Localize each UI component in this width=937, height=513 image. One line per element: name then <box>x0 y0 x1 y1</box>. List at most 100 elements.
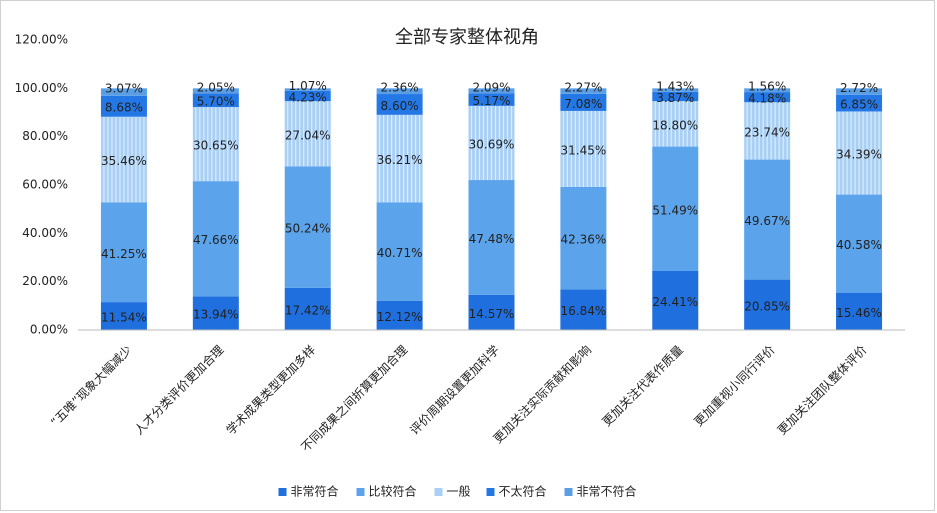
bar-segment <box>100 88 147 96</box>
bar-segment <box>192 88 239 94</box>
bar-segment <box>100 302 147 330</box>
bar-segment <box>652 271 699 330</box>
y-tick-label: 80.00% <box>22 129 68 143</box>
data-label: 2.72% <box>840 81 878 95</box>
bar-segment <box>560 289 607 330</box>
bar-segment <box>836 88 883 95</box>
data-label: 15.46% <box>836 306 882 320</box>
bar-segment <box>100 202 147 303</box>
bar-segment <box>560 186 607 290</box>
data-label: 13.94% <box>193 308 239 322</box>
y-tick-label: 20.00% <box>22 274 68 288</box>
data-label: 5.17% <box>472 94 510 108</box>
data-label: 41.25% <box>101 247 147 261</box>
data-label: 23.74% <box>744 125 790 139</box>
legend-swatch <box>486 488 495 496</box>
bar-segment <box>468 88 515 94</box>
data-label: 1.43% <box>656 80 694 94</box>
y-tick-label: 0.00% <box>30 323 68 337</box>
data-label: 42.36% <box>561 233 607 247</box>
bar-segment <box>468 180 515 295</box>
bar-segment <box>652 91 699 102</box>
bar-segment <box>744 279 791 330</box>
y-tick-label: 100.00% <box>15 81 68 95</box>
data-label: 4.23% <box>289 91 327 105</box>
legend-label: 非常符合 <box>291 484 339 499</box>
bar-segment <box>744 88 791 93</box>
data-label: 40.71% <box>377 246 423 260</box>
data-label: 2.27% <box>564 81 602 95</box>
bar-segment <box>836 194 883 293</box>
data-label: 49.67% <box>744 214 790 228</box>
bar-segment <box>192 296 239 330</box>
bar-segment <box>376 300 423 330</box>
legend-label: 一般 <box>447 484 471 499</box>
bar-segment <box>468 93 515 106</box>
legend-swatch <box>434 488 443 496</box>
bar-segment <box>284 287 331 330</box>
y-tick-label: 120.00% <box>15 33 68 47</box>
data-label: 2.09% <box>472 80 510 94</box>
data-label: 12.12% <box>377 310 423 324</box>
data-label: 1.56% <box>748 80 786 94</box>
data-label: 5.70% <box>197 95 235 109</box>
bar-segment <box>284 88 331 91</box>
data-label: 4.18% <box>748 92 786 106</box>
data-label: 20.85% <box>744 299 790 313</box>
data-label: 1.07% <box>289 79 327 93</box>
bar-segment <box>376 88 423 95</box>
bar-segment <box>744 92 791 103</box>
bar-segment <box>652 146 699 272</box>
bar-segment <box>652 88 699 92</box>
data-label: 34.39% <box>836 148 882 162</box>
data-label: 14.57% <box>469 307 515 321</box>
legend-label: 比较符合 <box>369 484 417 499</box>
chart-title: 全部专家整体视角 <box>395 27 539 48</box>
bar-segment <box>468 294 515 330</box>
bar-segment <box>560 88 607 94</box>
bar-segment <box>100 95 147 117</box>
data-label: 17.42% <box>285 303 331 317</box>
bar-segment <box>744 159 791 280</box>
bar-segment <box>836 292 883 330</box>
data-label: 2.36% <box>381 81 419 95</box>
bar-segment <box>560 93 607 111</box>
data-label: 11.54% <box>101 311 147 325</box>
data-label: 36.21% <box>377 153 423 167</box>
data-label: 7.08% <box>564 97 602 111</box>
data-label: 6.85% <box>840 98 878 112</box>
legend-swatch <box>278 488 287 496</box>
data-label: 8.68% <box>105 101 143 115</box>
legend-label: 不太符合 <box>499 484 547 499</box>
data-label: 24.41% <box>652 295 698 309</box>
bar-segment <box>284 90 331 102</box>
bar-segment <box>192 181 239 297</box>
legend-swatch <box>564 488 573 496</box>
bar-segment <box>284 166 331 288</box>
bar-segment <box>836 94 883 112</box>
bar-segment <box>192 93 239 108</box>
bar-segment <box>376 202 423 301</box>
legend-swatch <box>356 488 365 496</box>
data-label: 18.80% <box>652 118 698 132</box>
data-label: 27.04% <box>285 128 331 142</box>
y-tick-label: 60.00% <box>22 178 68 192</box>
data-label: 40.58% <box>836 238 882 252</box>
data-label: 31.45% <box>561 143 607 157</box>
data-label: 30.65% <box>193 139 239 153</box>
data-label: 16.84% <box>561 304 607 318</box>
y-tick-label: 40.00% <box>22 226 68 240</box>
data-label: 35.46% <box>101 154 147 168</box>
bar-segment <box>376 94 423 115</box>
data-label: 30.69% <box>469 137 515 151</box>
data-label: 8.60% <box>381 99 419 113</box>
data-label: 3.07% <box>105 82 143 96</box>
data-label: 47.66% <box>193 233 239 247</box>
data-label: 50.24% <box>285 222 331 236</box>
data-label: 2.05% <box>197 80 235 94</box>
legend-label: 非常不符合 <box>577 484 637 499</box>
data-label: 3.87% <box>656 91 694 105</box>
data-label: 47.48% <box>469 232 515 246</box>
data-label: 51.49% <box>652 203 698 217</box>
